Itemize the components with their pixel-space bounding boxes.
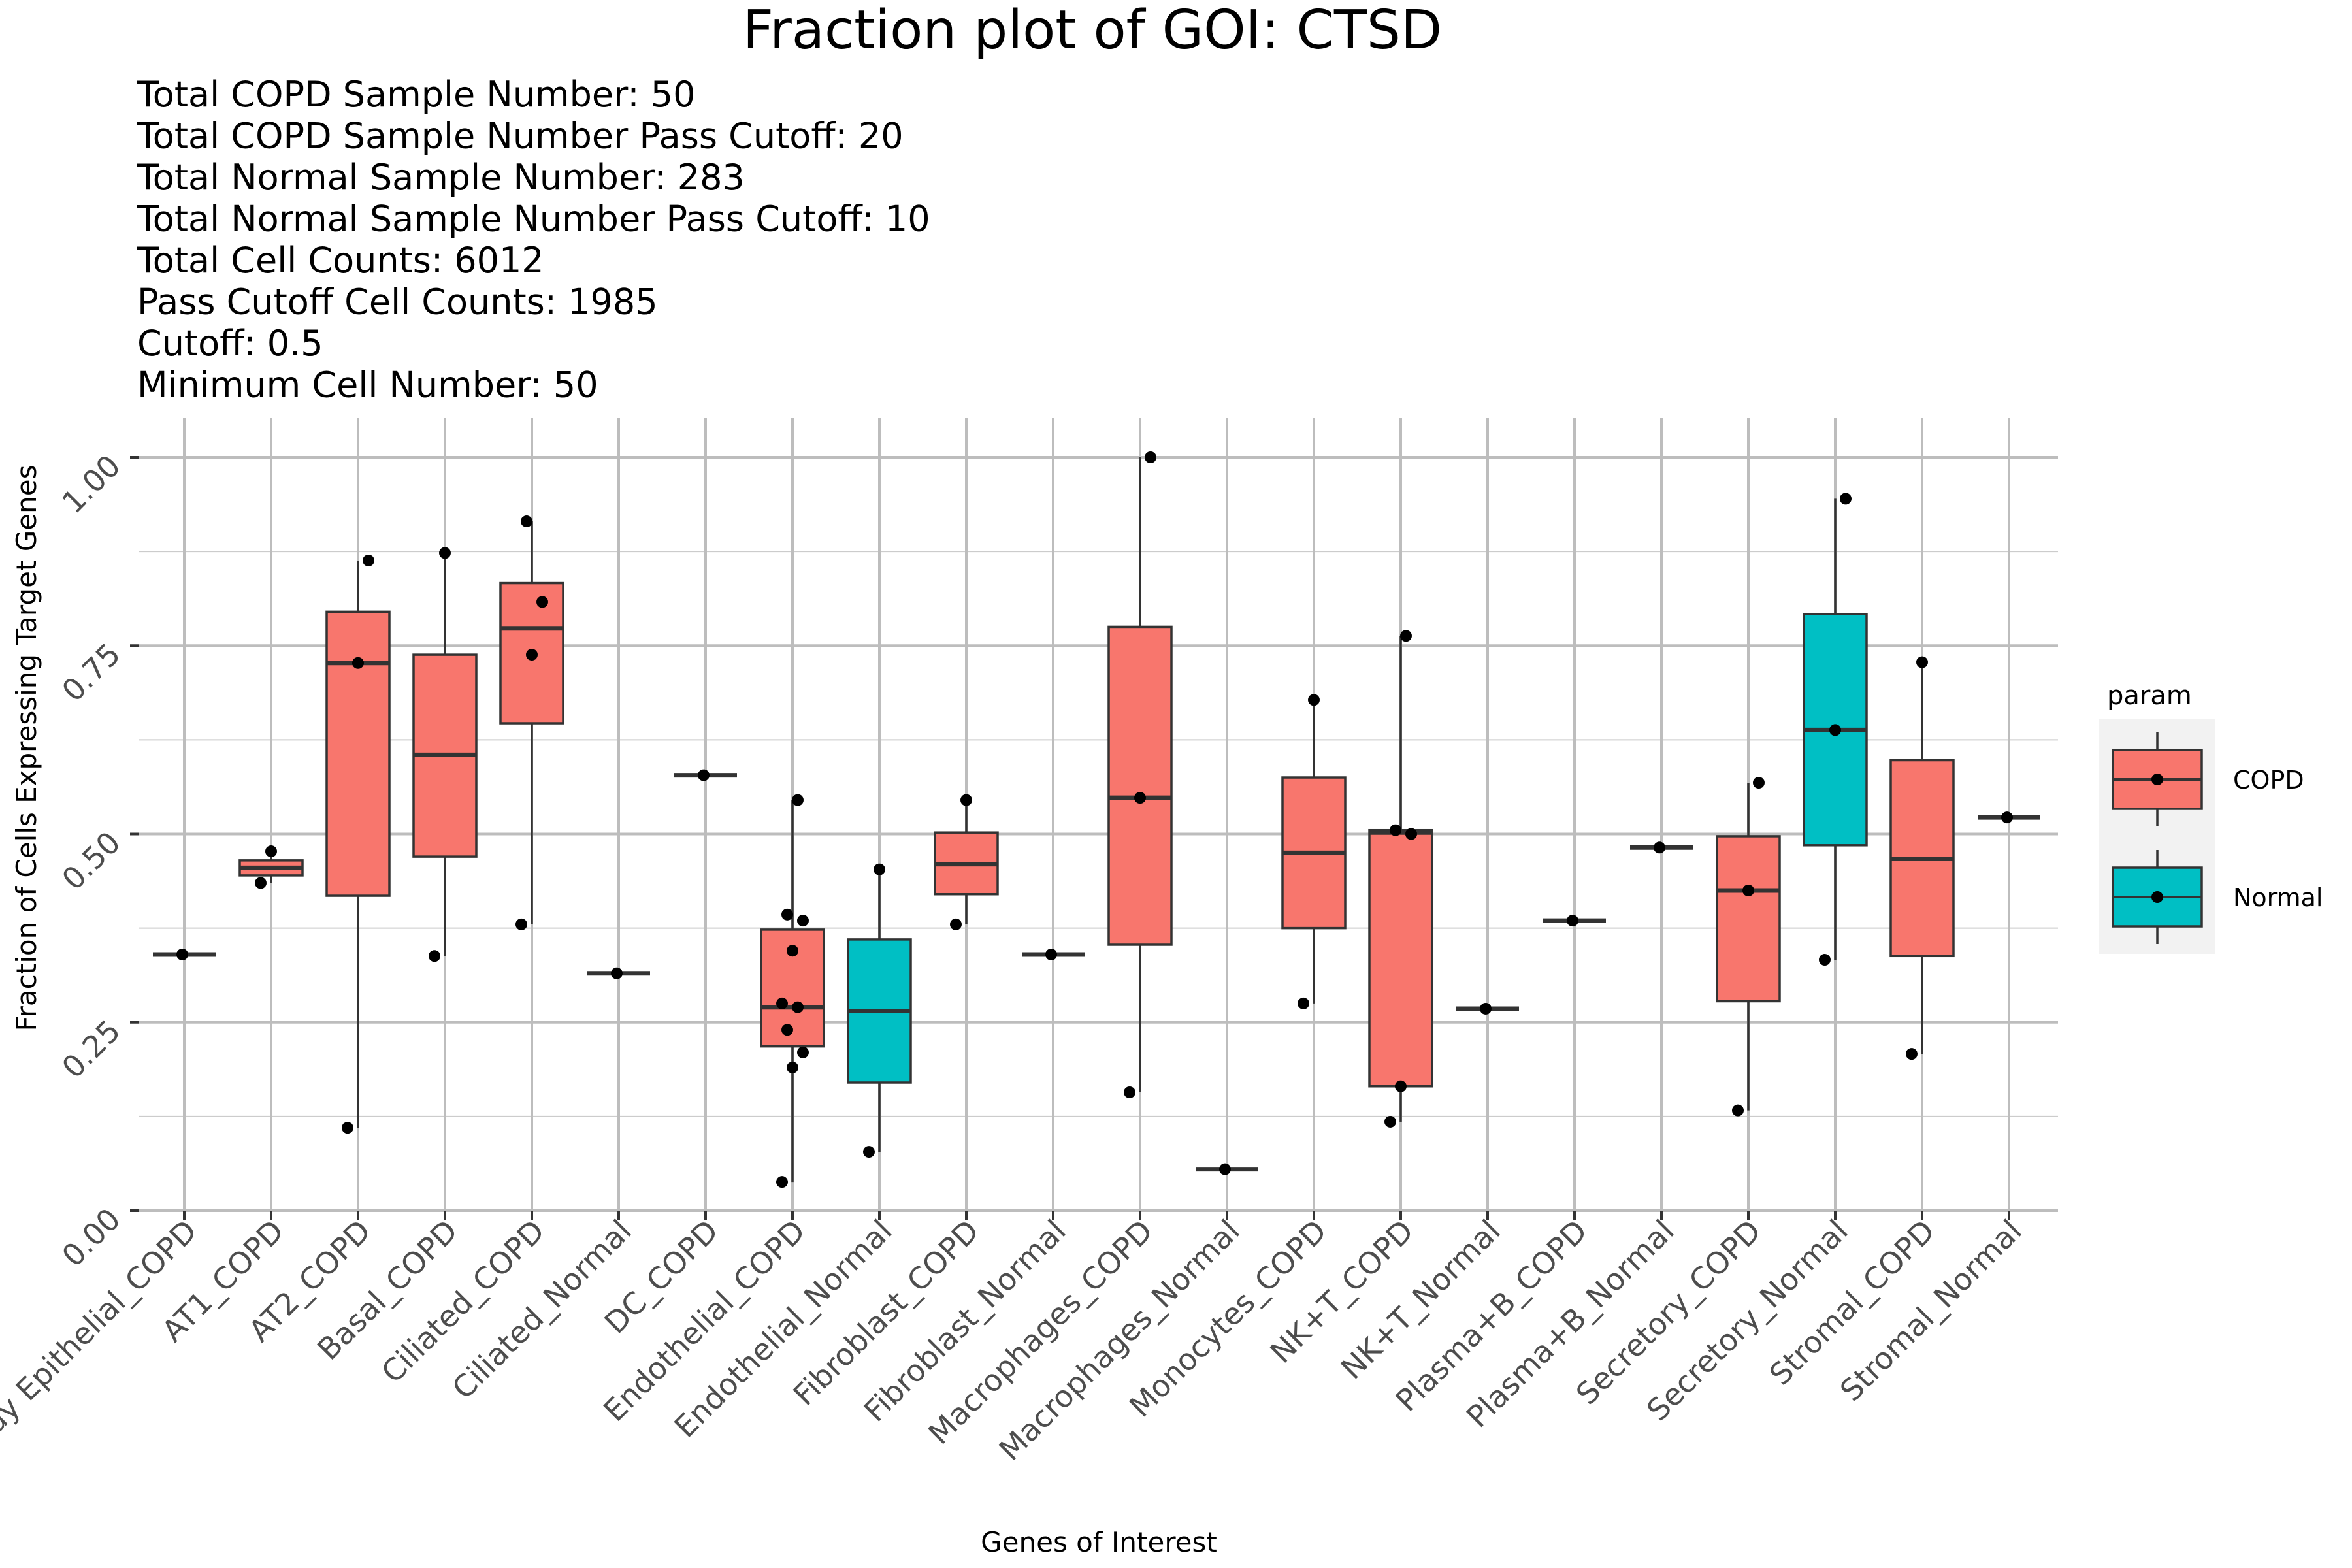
data-point [698,769,710,781]
data-point [255,877,267,889]
y-tick-label: 0.50 [55,825,127,897]
data-point [1829,724,1841,736]
data-point [1308,694,1320,706]
y-axis-title: Fraction of Cells Expressing Target Gene… [10,465,42,1032]
data-point [1480,1002,1492,1015]
subtitle-line: Total Cell Counts: 6012 [137,240,544,281]
data-point [863,1146,875,1158]
data-point [787,945,798,957]
data-point [611,967,623,979]
data-point [1840,493,1852,505]
data-point [342,1122,353,1134]
subtitle-line: Total COPD Sample Number: 50 [137,74,695,115]
box-AT2_COPD [325,610,391,897]
data-point [1219,1163,1231,1175]
legend-title: param [2107,681,2192,711]
x-axis-title: Genes of Interest [981,1526,1217,1558]
legend-label: COPD [2233,766,2304,794]
data-points-layer [176,451,2013,1188]
data-point [1753,777,1765,789]
data-point [1819,954,1831,966]
data-point [1390,824,1401,836]
legend: param COPD Normal [2099,681,2323,954]
box-whiskers [270,457,1923,1183]
data-point [1395,1080,1407,1092]
subtitle-line: Total COPD Sample Number Pass Cutoff: 20 [137,116,904,157]
box-Macrophages_COPD [1107,625,1173,946]
legend-key-point [2151,774,2163,785]
data-point [2001,811,2013,824]
data-point [1732,1104,1744,1117]
data-point [792,1001,804,1013]
y-tick-label: 1.00 [55,448,127,521]
data-point [1567,915,1578,927]
data-point [1906,1048,1918,1060]
data-point [352,657,364,669]
data-point [176,948,188,960]
data-point [521,515,532,528]
legend-key-point [2151,891,2163,903]
data-point [1400,630,1412,642]
data-point [960,794,972,806]
x-tick-label: Airway Epithelial_COPD [0,1213,204,1487]
subtitle-line: Minimum Cell Number: 50 [137,365,598,406]
data-point [1298,997,1309,1009]
data-point [515,918,527,930]
data-point [781,1024,793,1036]
y-tick-label: 0.00 [55,1201,127,1274]
data-point [874,863,885,875]
data-point [1124,1086,1135,1098]
chart-title: Fraction plot of GOI: CTSD [743,0,1442,61]
data-point [1045,948,1057,960]
y-tick-label: 0.75 [55,636,127,709]
data-point [781,908,793,921]
data-point [1384,1115,1396,1128]
data-point [797,915,809,927]
data-point [787,1061,798,1073]
data-point [439,547,451,559]
boxes-layer [153,581,2040,1172]
data-point [776,997,788,1009]
x-axis: Airway Epithelial_COPDAT1_COPDAT2_COPDBa… [0,1211,2029,1486]
subtitle-line: Pass Cutoff Cell Counts: 1985 [137,282,658,323]
data-point [1405,828,1417,840]
data-point [950,918,962,930]
subtitle-line: Cutoff: 0.5 [137,323,323,364]
data-point [792,794,804,806]
data-point [265,845,277,858]
data-point [429,950,440,962]
subtitle-line: Total Normal Sample Number Pass Cutoff: … [137,199,930,240]
data-point [1145,451,1156,463]
data-point [363,554,374,566]
data-point [526,649,538,661]
data-point [776,1176,788,1188]
box-NK+T_COPD [1368,828,1433,1088]
data-point [536,596,548,608]
y-axis: 0.00 0.25 0.50 0.75 1.00 [55,448,139,1274]
data-point [1916,656,1928,668]
data-point [1134,792,1146,804]
legend-label: Normal [2233,883,2323,912]
subtitle-line: Total Normal Sample Number: 283 [137,157,745,198]
box-Secretory_COPD [1716,835,1781,1003]
data-point [797,1046,809,1058]
x-tick-label: NK+T_Normal [1334,1213,1507,1386]
y-tick-label: 0.25 [55,1013,127,1085]
data-point [1654,841,1665,854]
data-point [1742,884,1754,896]
